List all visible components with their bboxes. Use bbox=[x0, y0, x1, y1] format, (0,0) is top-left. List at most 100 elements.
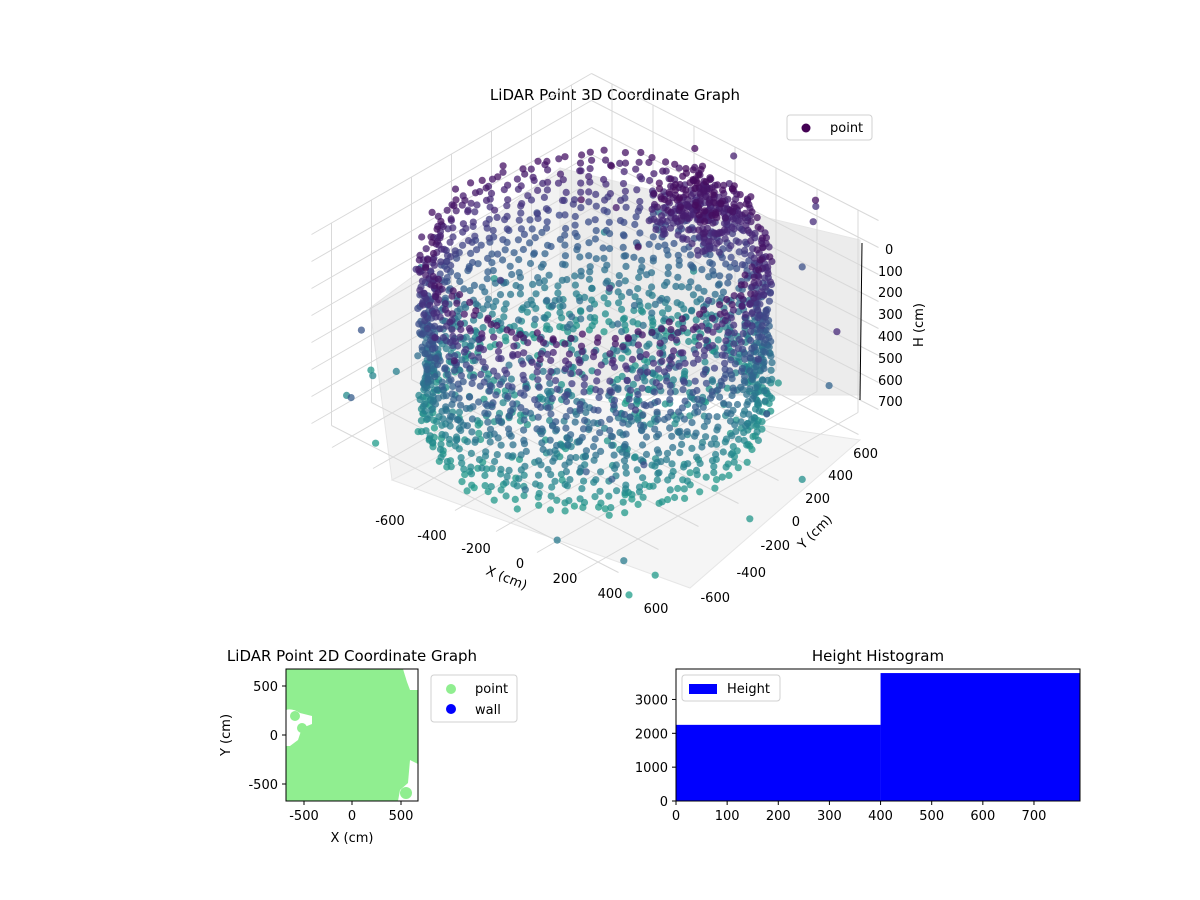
scatter-point bbox=[737, 292, 745, 300]
scatter-point bbox=[449, 233, 457, 241]
scatter-point bbox=[570, 502, 579, 510]
scatter-point bbox=[430, 309, 438, 317]
scatter-point bbox=[754, 399, 763, 407]
scatter-point bbox=[727, 450, 735, 458]
scatter-point bbox=[584, 218, 593, 226]
scatter-point bbox=[515, 475, 523, 483]
scatter-point bbox=[442, 258, 450, 266]
scatter-point bbox=[605, 218, 613, 226]
scatter-point bbox=[504, 452, 512, 460]
scatter-point bbox=[758, 322, 766, 330]
scatter-point bbox=[431, 373, 439, 381]
scatter-point bbox=[809, 218, 817, 226]
scatter-point bbox=[522, 385, 530, 393]
scatter-point bbox=[484, 254, 492, 262]
scatter-point bbox=[459, 220, 467, 228]
scatter-point bbox=[691, 201, 699, 209]
scatter-point bbox=[571, 281, 580, 289]
scatter-point bbox=[754, 355, 762, 363]
scatter-point bbox=[509, 400, 517, 408]
scatter-point bbox=[614, 320, 622, 328]
scatter-point bbox=[691, 403, 700, 411]
scatter-point bbox=[723, 295, 731, 304]
scatter-point bbox=[632, 165, 640, 173]
scatter-point bbox=[447, 376, 455, 384]
scatter-point bbox=[730, 387, 738, 395]
scatter-point bbox=[437, 453, 445, 461]
scatter-point bbox=[524, 339, 532, 347]
scatter-point bbox=[747, 328, 755, 336]
scatter-point bbox=[571, 418, 579, 426]
scatter-point bbox=[658, 357, 666, 365]
scatter-point bbox=[670, 347, 678, 355]
scatter-point bbox=[697, 295, 705, 303]
z-tick-label: 600 bbox=[878, 374, 903, 389]
scatter-point bbox=[434, 275, 442, 283]
x-tick-label: 100 bbox=[715, 809, 740, 824]
scatter-point bbox=[608, 441, 616, 449]
scatter-point bbox=[648, 328, 656, 336]
scatter-point bbox=[504, 196, 512, 204]
scatter-point bbox=[685, 337, 693, 346]
scatter-point bbox=[539, 445, 547, 454]
x-tick-label: 500 bbox=[389, 809, 414, 824]
scatter-point bbox=[727, 253, 735, 261]
scatter-point bbox=[639, 474, 647, 482]
scatter-point bbox=[660, 195, 669, 204]
plot-frame-hist bbox=[675, 668, 1081, 802]
scatter-point bbox=[421, 384, 429, 392]
scatter-point bbox=[748, 344, 756, 353]
scatter-point bbox=[448, 390, 456, 398]
scatter-point bbox=[448, 326, 456, 334]
scatter-point bbox=[493, 372, 501, 380]
scatter-point bbox=[649, 369, 657, 377]
scatter-point bbox=[369, 372, 377, 380]
scatter-point bbox=[667, 408, 675, 416]
scatter-point bbox=[553, 367, 561, 375]
scatter-point bbox=[755, 407, 763, 415]
scatter-point bbox=[424, 375, 432, 383]
scatter-point bbox=[621, 187, 630, 195]
gap-blob bbox=[297, 723, 307, 733]
scatter-point bbox=[687, 261, 695, 269]
scatter-point bbox=[434, 361, 442, 369]
scatter-point bbox=[749, 432, 757, 441]
scatter-point bbox=[766, 289, 775, 297]
scatter-point bbox=[754, 223, 762, 231]
scatter-point bbox=[577, 342, 586, 350]
x-tick-label: 0 bbox=[672, 809, 680, 824]
scatter-point bbox=[469, 218, 477, 226]
scatter-point bbox=[489, 226, 497, 235]
scatter-point bbox=[565, 497, 573, 505]
scatter-point bbox=[439, 334, 447, 342]
scatter-point bbox=[439, 415, 447, 423]
scatter-point bbox=[546, 379, 554, 387]
scatter-point bbox=[415, 256, 423, 264]
scatter-point bbox=[453, 272, 461, 280]
scatter-point bbox=[543, 350, 552, 358]
scatter-point bbox=[716, 272, 724, 280]
scatter-point bbox=[571, 212, 579, 221]
scatter-point bbox=[418, 233, 426, 241]
scatter-point bbox=[489, 267, 497, 275]
scatter-point bbox=[701, 207, 709, 215]
scatter-point bbox=[659, 230, 667, 238]
scatter-point bbox=[437, 217, 445, 225]
scatter-point bbox=[720, 344, 728, 352]
scatter-point bbox=[414, 352, 422, 360]
scatter-point bbox=[562, 424, 570, 432]
scatter-point bbox=[592, 476, 600, 484]
scatter-point bbox=[642, 351, 650, 359]
scatter-point bbox=[458, 478, 466, 486]
scatter-point bbox=[655, 469, 663, 477]
scatter-point bbox=[501, 366, 509, 374]
scatter-point bbox=[684, 214, 692, 222]
scatter-point bbox=[634, 500, 642, 508]
scatter-point bbox=[463, 438, 471, 446]
scatter-point bbox=[719, 186, 727, 194]
scatter-point bbox=[549, 335, 557, 343]
scatter-point bbox=[563, 276, 571, 284]
scatter-point bbox=[652, 379, 660, 387]
scatter-point bbox=[450, 202, 458, 210]
scatter-point bbox=[432, 354, 440, 362]
